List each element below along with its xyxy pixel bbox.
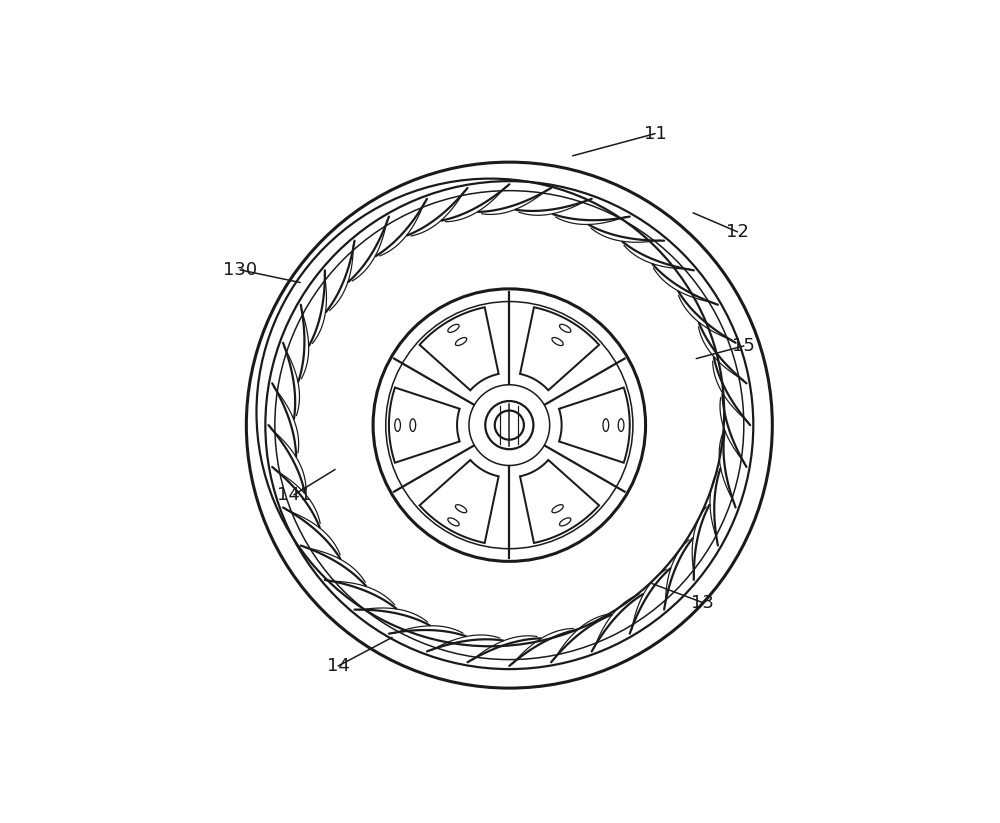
Text: 15: 15 [732,337,755,355]
Text: 141: 141 [277,486,311,504]
Text: 13: 13 [691,593,714,611]
Text: 11: 11 [644,124,666,142]
Text: 14: 14 [327,657,350,675]
Text: 12: 12 [726,223,749,241]
Text: 130: 130 [223,261,257,279]
